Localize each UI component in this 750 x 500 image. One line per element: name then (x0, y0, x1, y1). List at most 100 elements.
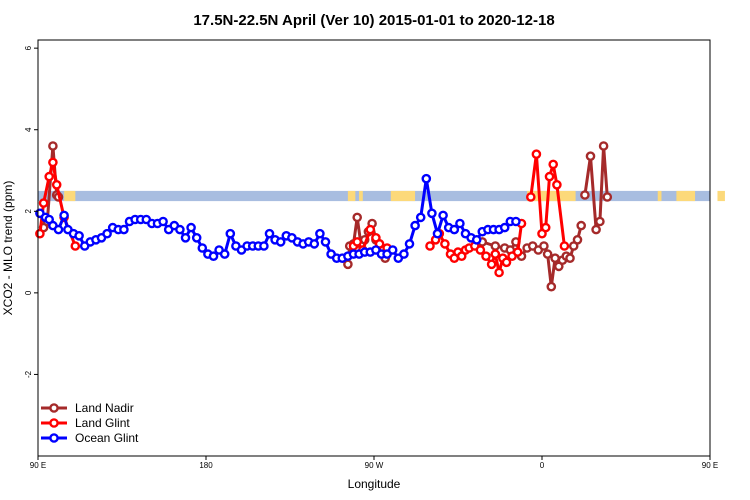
data-point (499, 222, 510, 233)
data-point (191, 232, 202, 243)
legend-item: Ocean Glint (41, 431, 139, 445)
data-point (598, 141, 609, 151)
data-point (264, 228, 275, 239)
data-point (158, 216, 168, 227)
data-point (490, 241, 501, 251)
y-axis: -2 0 2 4 6 (24, 45, 38, 378)
legend-swatch-marker (49, 403, 59, 413)
y-axis-title: XCO2 - MLO trend (ppm) (1, 181, 15, 316)
land-span (390, 190, 416, 202)
data-point (548, 159, 559, 170)
data-point (208, 251, 219, 262)
data-point (410, 220, 420, 231)
legend-swatch-marker (49, 418, 59, 428)
data-point (175, 224, 185, 235)
data-point (259, 241, 269, 251)
data-point (585, 151, 596, 161)
data-point (320, 237, 331, 247)
legend-item: Land Nadir (41, 401, 134, 415)
data-point (415, 212, 426, 223)
data-point (225, 228, 236, 239)
data-point (526, 192, 536, 202)
data-point (44, 171, 55, 182)
ocean-strip (38, 190, 710, 202)
series-land-glint (35, 149, 570, 278)
data-point (449, 224, 460, 235)
data-point (546, 281, 557, 292)
data-point (352, 212, 363, 223)
data-point (309, 239, 320, 249)
data-point (565, 253, 575, 264)
y-tick-label: 6 (24, 45, 33, 50)
data-point (387, 245, 398, 255)
x-tick-label: 90 E (30, 461, 46, 470)
data-point (455, 218, 465, 229)
data-point (35, 228, 45, 239)
data-point (74, 230, 84, 241)
data-point (425, 241, 435, 251)
data-point (186, 222, 196, 233)
data-point (481, 251, 491, 262)
data-point (542, 249, 553, 259)
y-tick-label: 0 (24, 290, 33, 295)
data-point (275, 237, 286, 247)
data-point (352, 237, 363, 247)
land-ocean-mask (38, 190, 725, 202)
data-point (490, 249, 501, 259)
data-point (404, 239, 415, 249)
data-point (539, 241, 549, 251)
legend-swatch-marker (49, 433, 59, 443)
data-point (180, 232, 191, 243)
data-point (572, 234, 583, 245)
data-point (219, 249, 230, 259)
data-point (471, 234, 482, 245)
data-point (602, 192, 613, 202)
x-tick-label: 180 (199, 461, 213, 470)
series-ocean-glint (35, 173, 521, 264)
data-point (432, 228, 443, 239)
data-point (552, 179, 562, 190)
data-point (438, 210, 448, 221)
data-point (51, 179, 62, 190)
data-point (475, 245, 486, 255)
y-tick-label: -2 (24, 370, 33, 378)
land-span (527, 190, 576, 202)
data-point (591, 224, 601, 235)
land-span (64, 190, 76, 202)
data-point (494, 267, 504, 278)
x-tick-label: 90 E (702, 461, 718, 470)
series-layer (35, 141, 613, 292)
data-point (315, 228, 325, 239)
data-point (550, 253, 560, 264)
data-point (53, 224, 64, 235)
data-point (559, 241, 570, 251)
chart-title: 17.5N-22.5N April (Ver 10) 2015-01-01 to… (193, 12, 554, 29)
y-tick-label: 2 (24, 209, 33, 214)
y-tick-label: 4 (24, 127, 33, 132)
data-point (102, 228, 112, 239)
data-point (70, 241, 81, 251)
land-span (676, 190, 696, 202)
data-point (427, 208, 437, 219)
x-axis-title: Longitude (348, 477, 401, 491)
x-axis: 90 E 180 90 W 0 90 E (30, 456, 718, 470)
data-point (48, 141, 58, 151)
x-tick-label: 90 W (365, 461, 384, 470)
data-point (576, 220, 587, 231)
data-point (365, 224, 376, 235)
data-point (197, 243, 208, 253)
land-span (359, 190, 363, 202)
legend-label: Land Glint (75, 416, 130, 430)
data-point (512, 247, 523, 257)
series-land-nadir (38, 141, 613, 292)
data-point (544, 171, 555, 182)
x-tick-label: 0 (540, 461, 545, 470)
land-span (657, 190, 662, 202)
data-point (48, 157, 58, 168)
data-point (501, 257, 512, 268)
land-span (347, 190, 356, 202)
data-point (38, 198, 49, 208)
data-point (399, 249, 409, 259)
